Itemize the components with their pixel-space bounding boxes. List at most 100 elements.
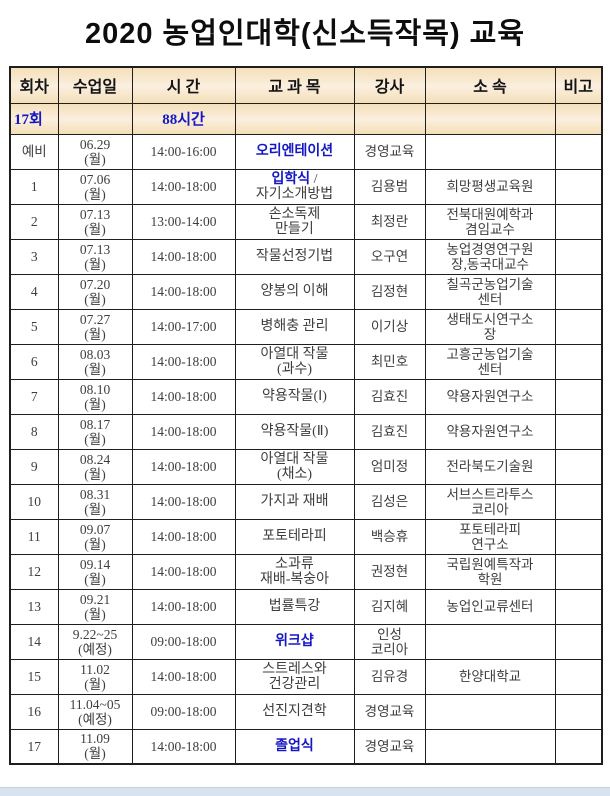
cell-note: [554, 168, 603, 205]
cell-instructor: 김정현: [353, 273, 426, 310]
cell-class-time: 14:00-16:00: [131, 133, 236, 170]
subject-text: 소과류 재배-복숭아: [259, 556, 330, 587]
subject-text: 손소독제 만들기: [268, 206, 321, 237]
cell-instructor: 김효진: [353, 378, 426, 415]
cell-subject: 병해충 관리: [234, 308, 355, 345]
cell-class-date: 11.09 (월): [57, 728, 133, 765]
subject-text: 가지과 재배: [260, 494, 329, 509]
cell-class-time: 13:00-14:00: [131, 203, 236, 240]
cell-class-date: 08.03 (월): [57, 343, 133, 380]
column-header-instructor: 강사: [353, 66, 426, 104]
summary-empty-cell: [234, 102, 355, 135]
cell-class-time: 14:00-18:00: [131, 273, 236, 310]
cell-session-no: 13: [9, 588, 59, 625]
cell-subject: 위크샵: [234, 623, 355, 660]
subject-highlight-text: 졸업식: [275, 738, 314, 754]
table-row: 10 08.31 (월) 14:00-18:00 가지과 재배 김성은 서브스트라투스 코…: [9, 483, 603, 520]
cell-instructor: 이기상: [353, 308, 426, 345]
subject-text: 약용작물(Ⅰ): [262, 389, 327, 404]
cell-instructor: 경영교육: [353, 728, 426, 765]
cell-class-date: 08.31 (월): [57, 483, 133, 520]
cell-affiliation: [424, 133, 556, 170]
cell-instructor: 백승휴: [353, 518, 426, 555]
summary-empty-cell: [424, 102, 556, 135]
cell-note: [554, 623, 603, 660]
cell-instructor: 김용범: [353, 168, 426, 205]
cell-class-time: 09:00-18:00: [131, 623, 236, 660]
cell-subject: 양봉의 이해: [234, 273, 355, 310]
cell-class-date: 08.17 (월): [57, 413, 133, 450]
cell-class-time: 14:00-18:00: [131, 553, 236, 590]
cell-affiliation: [424, 728, 556, 765]
cell-class-date: 06.29 (월): [57, 133, 133, 170]
cell-class-date: 08.10 (월): [57, 378, 133, 415]
cell-affiliation: [424, 693, 556, 730]
cell-note: [554, 343, 603, 380]
cell-session-no: 7: [9, 378, 59, 415]
cell-note: [554, 308, 603, 345]
cell-session-no: 3: [9, 238, 59, 275]
cell-instructor: 경영교육: [353, 693, 426, 730]
cell-affiliation: 약용자원연구소: [424, 413, 556, 450]
cell-affiliation: 약용자원연구소: [424, 378, 556, 415]
cell-affiliation: 희망평생교육원: [424, 168, 556, 205]
cell-affiliation: 전라북도기술원: [424, 448, 556, 485]
subject-text: 선진지견학: [262, 704, 327, 719]
table-row: 14 9.22~25 (예정) 09:00-18:00 위크샵 인성 코리아: [9, 623, 603, 660]
cell-subject: 가지과 재배: [234, 483, 355, 520]
subject-text: 아열대 작물 (채소): [260, 451, 329, 482]
horizontal-scrollbar[interactable]: [0, 787, 610, 796]
summary-empty-cell: [554, 102, 603, 135]
table-row: 15 11.02 (월) 14:00-18:00 스트레스와 건강관리 김유경 한양대학교: [9, 658, 603, 695]
subject-text: 약용작물(Ⅱ): [260, 424, 329, 439]
cell-class-date: 09.21 (월): [57, 588, 133, 625]
column-header-subject: 교 과 목: [234, 66, 355, 104]
cell-session-no: 17: [9, 728, 59, 765]
cell-instructor: 김지혜: [353, 588, 426, 625]
cell-class-date: 07.13 (월): [57, 238, 133, 275]
cell-session-no: 2: [9, 203, 59, 240]
cell-subject: 아열대 작물 (채소): [234, 448, 355, 485]
total-sessions: 17회: [9, 102, 59, 135]
cell-affiliation: 고흥군농업기술 센터: [424, 343, 556, 380]
summary-empty-cell: [57, 102, 133, 135]
table-row: 4 07.20 (월) 14:00-18:00 양봉의 이해 김정현 칠곡군농업기술 센터: [9, 273, 603, 310]
cell-subject: 아열대 작물 (과수): [234, 343, 355, 380]
cell-class-time: 14:00-18:00: [131, 588, 236, 625]
summary-empty-cell: [353, 102, 426, 135]
subject-text: 법률특강: [268, 599, 321, 614]
column-header-note: 비고: [554, 66, 603, 104]
cell-instructor: 경영교육: [353, 133, 426, 170]
cell-session-no: 9: [9, 448, 59, 485]
cell-note: [554, 518, 603, 555]
subject-highlight-text: 입학식: [271, 171, 311, 187]
cell-instructor: 김유경: [353, 658, 426, 695]
cell-class-time: 14:00-18:00: [131, 168, 236, 205]
cell-session-no: 1: [9, 168, 59, 205]
subject-text: 작물선정기법: [255, 249, 334, 264]
column-header-time: 시 간: [131, 66, 236, 104]
cell-class-time: 14:00-18:00: [131, 238, 236, 275]
cell-class-date: 11.02 (월): [57, 658, 133, 695]
subject-text: 병해충 관리: [260, 319, 329, 334]
cell-affiliation: 농업인교류센터: [424, 588, 556, 625]
cell-affiliation: 칠곡군농업기술 센터: [424, 273, 556, 310]
cell-note: [554, 728, 603, 765]
cell-class-time: 14:00-18:00: [131, 518, 236, 555]
column-header-date: 수업일: [57, 66, 133, 104]
cell-class-date: 07.06 (월): [57, 168, 133, 205]
cell-note: [554, 273, 603, 310]
cell-note: [554, 378, 603, 415]
table-row: 8 08.17 (월) 14:00-18:00 약용작물(Ⅱ) 김효진 약용자원연구소: [9, 413, 603, 450]
cell-instructor: 엄미정: [353, 448, 426, 485]
cell-instructor: 최정란: [353, 203, 426, 240]
cell-subject: 약용작물(Ⅱ): [234, 413, 355, 450]
cell-class-date: 07.27 (월): [57, 308, 133, 345]
cell-subject: 손소독제 만들기: [234, 203, 355, 240]
cell-instructor: 김성은: [353, 483, 426, 520]
cell-instructor: 인성 코리아: [353, 623, 426, 660]
cell-affiliation: 서브스트라투스 코리아: [424, 483, 556, 520]
